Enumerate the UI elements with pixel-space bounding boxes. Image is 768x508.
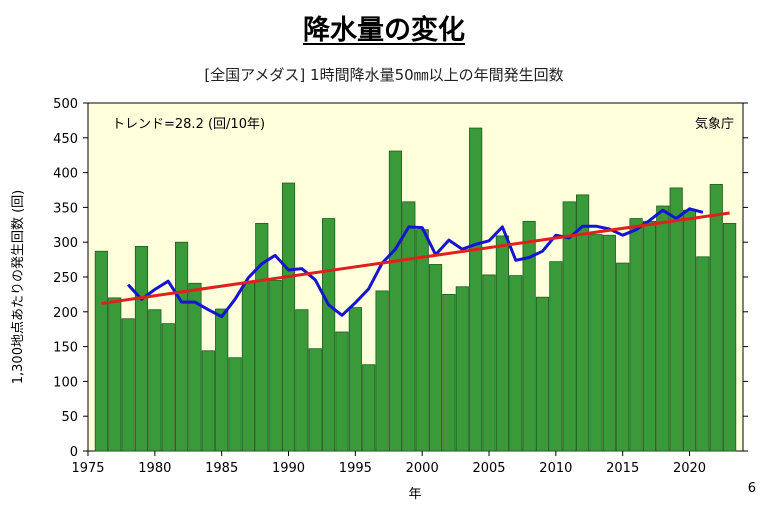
bar-1982 [174,241,189,452]
bar-2013 [589,234,603,452]
x-tick-label: 2000 [406,461,439,476]
slide-title-text: 降水量の変化 [303,15,465,46]
bar-2018 [656,205,670,452]
y-tick-label: 450 [53,132,78,147]
y-tick-label: 500 [53,97,78,112]
bar-1985 [215,308,229,452]
x-axis-label: 年 [408,487,421,502]
chart-title: [全国アメダス] 1時間降水量50㎜以上の年間発生回数 [204,66,564,84]
bar-1983 [188,282,202,452]
bar-2007 [509,275,523,452]
bar-2022 [709,184,723,452]
x-tick-label: 2005 [472,461,505,476]
x-tick-label: 2020 [673,461,706,476]
bar-2012 [576,194,590,452]
bar-2021 [696,256,710,452]
x-tick-label: 1985 [205,461,238,476]
x-tick-label: 1975 [71,461,104,476]
y-tick-label: 100 [53,375,78,390]
bar-1984 [201,350,215,452]
x-tick-label: 1990 [272,461,305,476]
bar-1979 [134,245,149,452]
source-label: 気象庁 [695,116,734,132]
bar-2004 [469,127,483,452]
bar-2023 [723,223,737,452]
y-tick-label: 250 [53,271,78,286]
page-number: 6 [747,481,756,496]
bar-2005 [482,274,496,452]
slide-title: 降水量の変化 [0,8,768,47]
bar-2001 [428,264,443,452]
moving-average-layer [126,207,704,319]
bar-2009 [535,296,550,452]
bar-2019 [669,187,683,452]
y-tick-label: 150 [53,341,78,356]
trend-line [101,211,730,305]
trend-label: トレンド=28.2 (回/10年) [112,117,265,132]
x-tick-label: 2015 [606,461,639,476]
bar-1987 [241,282,255,452]
bar-1978 [121,318,135,452]
bar-1991 [295,309,309,452]
bar-1995 [348,307,362,452]
bar-1977 [108,297,122,452]
bar-1981 [161,323,175,452]
bar-2015 [616,262,630,452]
bar-1986 [228,357,242,452]
y-tick-label: 50 [61,410,78,425]
bar-1998 [388,150,403,452]
bar-2002 [442,293,456,452]
x-tick-label: 2010 [539,461,572,476]
x-tick-label: 1980 [138,461,171,476]
moving-average-line [126,207,704,319]
x-tick-label: 1995 [339,461,372,476]
bar-1996 [362,364,376,452]
trend-layer [101,211,730,305]
bar-1988 [255,223,269,452]
bar-1993 [322,218,336,452]
bar-1989 [268,280,282,452]
bar-1997 [375,290,389,452]
y-tick-label: 200 [53,306,78,321]
bar-1992 [308,348,322,452]
bar-1999 [402,201,416,452]
bar-2011 [562,201,576,452]
bar-2017 [642,220,657,452]
bar-2010 [549,261,563,452]
bar-1990 [281,182,296,452]
y-tick-label: 400 [53,167,78,182]
bar-1994 [335,331,349,452]
bar-2003 [455,286,469,452]
bar-1976 [94,250,108,452]
y-tick-label: 0 [70,445,78,460]
bars [94,127,737,452]
axes: 0 50 100 150 200 250 300 350 400 450 500 1975 1980 19… [53,97,748,476]
bar-2014 [602,234,616,452]
bar-1980 [148,309,162,452]
bar-2000 [415,229,429,452]
y-axis-label: 1,300地点あたりの発生回数 (回) [11,190,26,385]
bar-2016 [629,218,643,452]
bar-2008 [522,220,536,452]
y-tick-label: 300 [53,236,78,251]
bar-2020 [682,209,697,452]
y-tick-label: 350 [53,201,78,216]
bar-2006 [495,235,509,452]
